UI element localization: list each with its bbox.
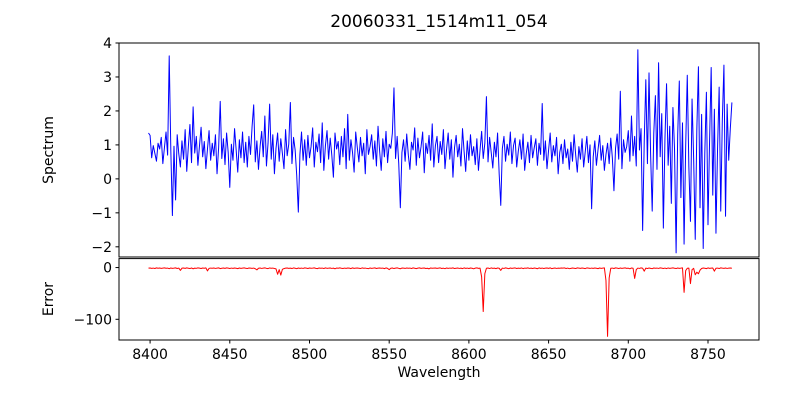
error-panel: 0 −100 8400 8450 8500 8550 8600 8650 8700 8750 [74, 258, 760, 363]
y-tick-label: 4 [103, 36, 112, 52]
y-tick-label: −100 [74, 312, 112, 328]
y-tick-label: −1 [91, 206, 112, 222]
x-tick-label: 8450 [212, 347, 248, 363]
x-tick-label: 8650 [531, 347, 567, 363]
y-tick-label: 2 [103, 104, 112, 120]
y-tick-label: 0 [103, 261, 112, 277]
error-y-axis-label: Error [41, 282, 57, 316]
y-tick-label: 1 [103, 138, 112, 154]
y-tick-label: −2 [91, 240, 112, 256]
x-axis-label: Wavelength [397, 365, 480, 381]
spectrum-y-axis-label: Spectrum [41, 116, 57, 184]
chart-title: 20060331_1514m11_054 [330, 12, 547, 32]
x-tick-label: 8750 [690, 347, 726, 363]
spectrum-axes-spines [118, 42, 760, 258]
x-tick-label: 8700 [610, 347, 646, 363]
y-tick-label: 0 [103, 172, 112, 188]
spectrum-line [148, 49, 733, 254]
x-tick-label: 8500 [292, 347, 328, 363]
x-tick-label: 8400 [132, 347, 168, 363]
y-tick-label: 3 [103, 70, 112, 86]
spectrum-panel: 4 3 2 1 0 −1 −2 [91, 36, 760, 258]
x-tick-label: 8600 [451, 347, 487, 363]
x-tick-label: 8550 [371, 347, 407, 363]
error-axes-spines [118, 258, 760, 341]
error-line [148, 267, 732, 337]
